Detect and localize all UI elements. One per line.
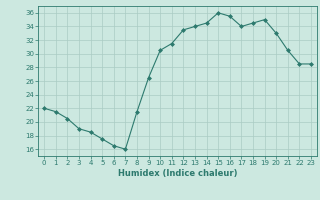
X-axis label: Humidex (Indice chaleur): Humidex (Indice chaleur) <box>118 169 237 178</box>
